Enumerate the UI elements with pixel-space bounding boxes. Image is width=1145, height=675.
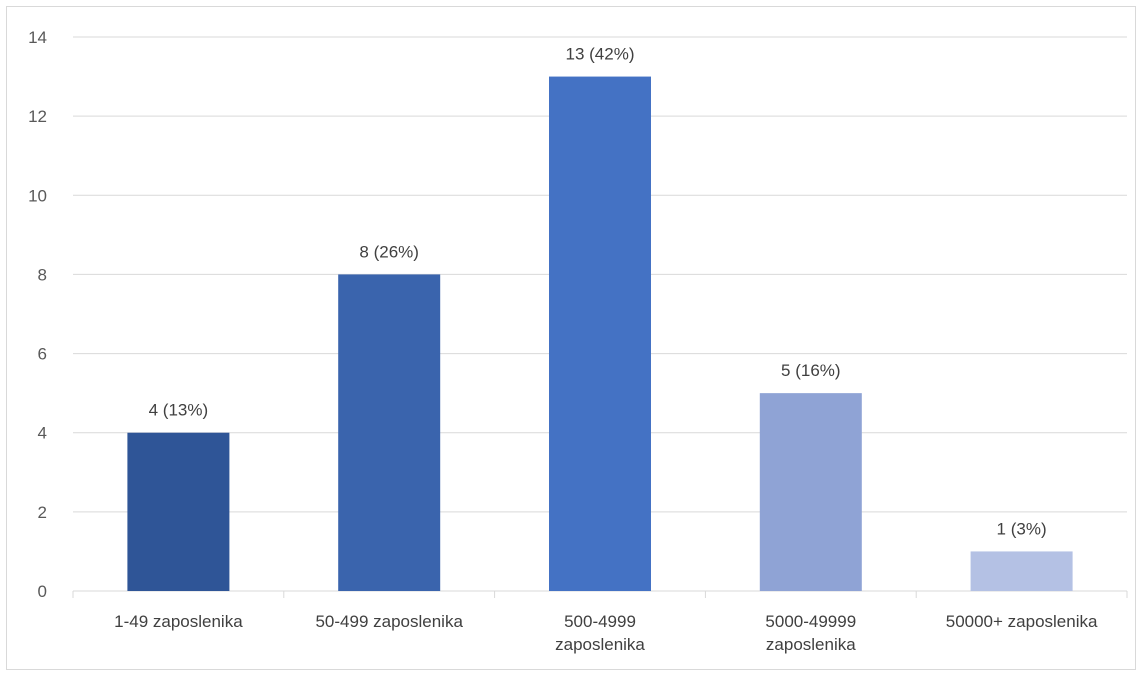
y-tick-label: 12 [28, 107, 47, 126]
data-label: 8 (26%) [359, 242, 419, 261]
bar [127, 432, 230, 591]
y-tick-label: 6 [38, 345, 47, 364]
x-tick-label: 5000-49999 zaposlenika [765, 612, 856, 654]
y-tick-label: 10 [28, 186, 47, 205]
data-label: 1 (3%) [997, 519, 1047, 538]
y-tick-label: 14 [28, 28, 47, 47]
y-tick-label: 2 [38, 503, 47, 522]
bar [759, 393, 862, 591]
data-label: 13 (42%) [566, 45, 635, 64]
y-tick-label: 4 [38, 424, 47, 443]
x-tick-label: 50-499 zaposlenika [315, 612, 463, 631]
data-label: 5 (16%) [781, 361, 841, 380]
x-tick-label: 50000+ zaposlenika [946, 612, 1098, 631]
bar [338, 274, 441, 591]
x-tick-label: 1-49 zaposlenika [114, 612, 243, 631]
y-tick-label: 0 [38, 582, 47, 601]
data-label: 4 (13%) [149, 401, 209, 420]
bar [549, 76, 651, 592]
bar [970, 551, 1073, 591]
x-tick-label: 500-4999 zaposlenika [555, 612, 645, 654]
y-tick-label: 8 [38, 265, 47, 284]
